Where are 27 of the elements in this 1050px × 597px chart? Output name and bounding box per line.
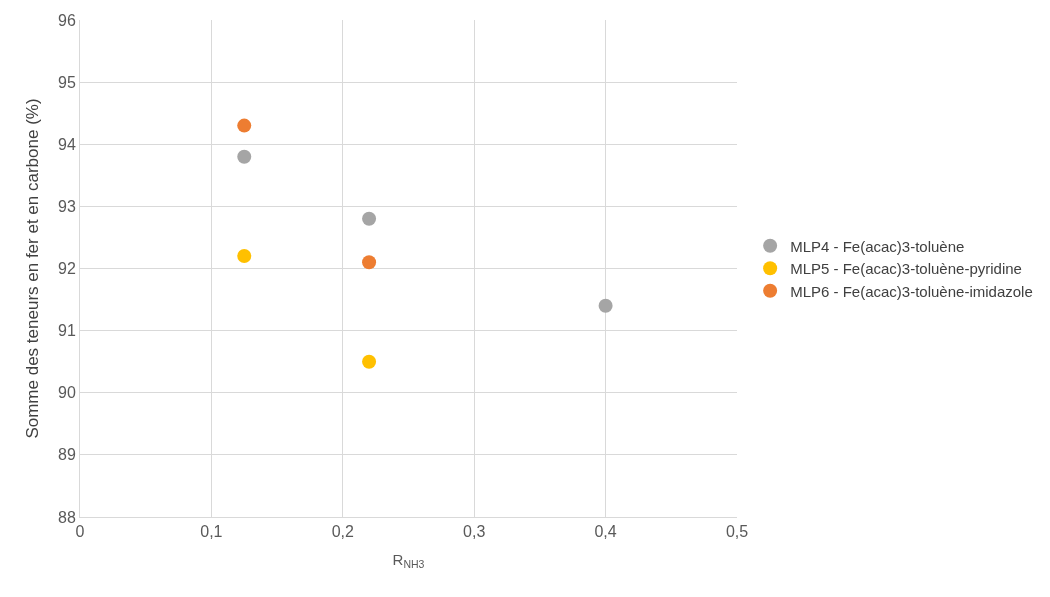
y-tick-label: 90	[58, 384, 76, 402]
x-tick-label: 0,5	[725, 523, 749, 541]
x-tick-label: 0,2	[331, 523, 355, 541]
x-tick-label: 0,1	[200, 523, 223, 541]
y-tick-label: 95	[58, 73, 76, 91]
point	[362, 354, 377, 369]
point	[237, 149, 252, 164]
y-tick-label: 91	[58, 322, 76, 340]
legend-label: MLP6 - Fe(acac)3-toluène-imidazole	[790, 282, 1033, 300]
y-tick-label: 92	[58, 260, 76, 278]
x-tick-label: 0,4	[594, 523, 617, 541]
point	[237, 118, 252, 133]
x-tick-label: 0,3	[463, 523, 486, 541]
point	[237, 249, 252, 264]
y-tick-label: 94	[58, 135, 76, 153]
x-tick-label: 0	[75, 523, 85, 541]
point	[362, 211, 377, 226]
legend-label: MLP4 - Fe(acac)3-toluène	[790, 237, 965, 255]
y-tick-label: 96	[58, 11, 76, 29]
y-axis-title: Somme des teneurs en fer et en carbone (%)	[22, 98, 42, 439]
x-axis-title: R$_{NH3}$	[392, 551, 425, 571]
legend-label: MLP5 - Fe(acac)3-toluène-pyridine	[790, 260, 1022, 278]
point	[598, 298, 613, 313]
y-tick-label: 88	[58, 508, 76, 526]
y-tick-label: 89	[58, 446, 76, 464]
y-tick-label: 93	[58, 197, 76, 215]
point	[362, 255, 377, 270]
